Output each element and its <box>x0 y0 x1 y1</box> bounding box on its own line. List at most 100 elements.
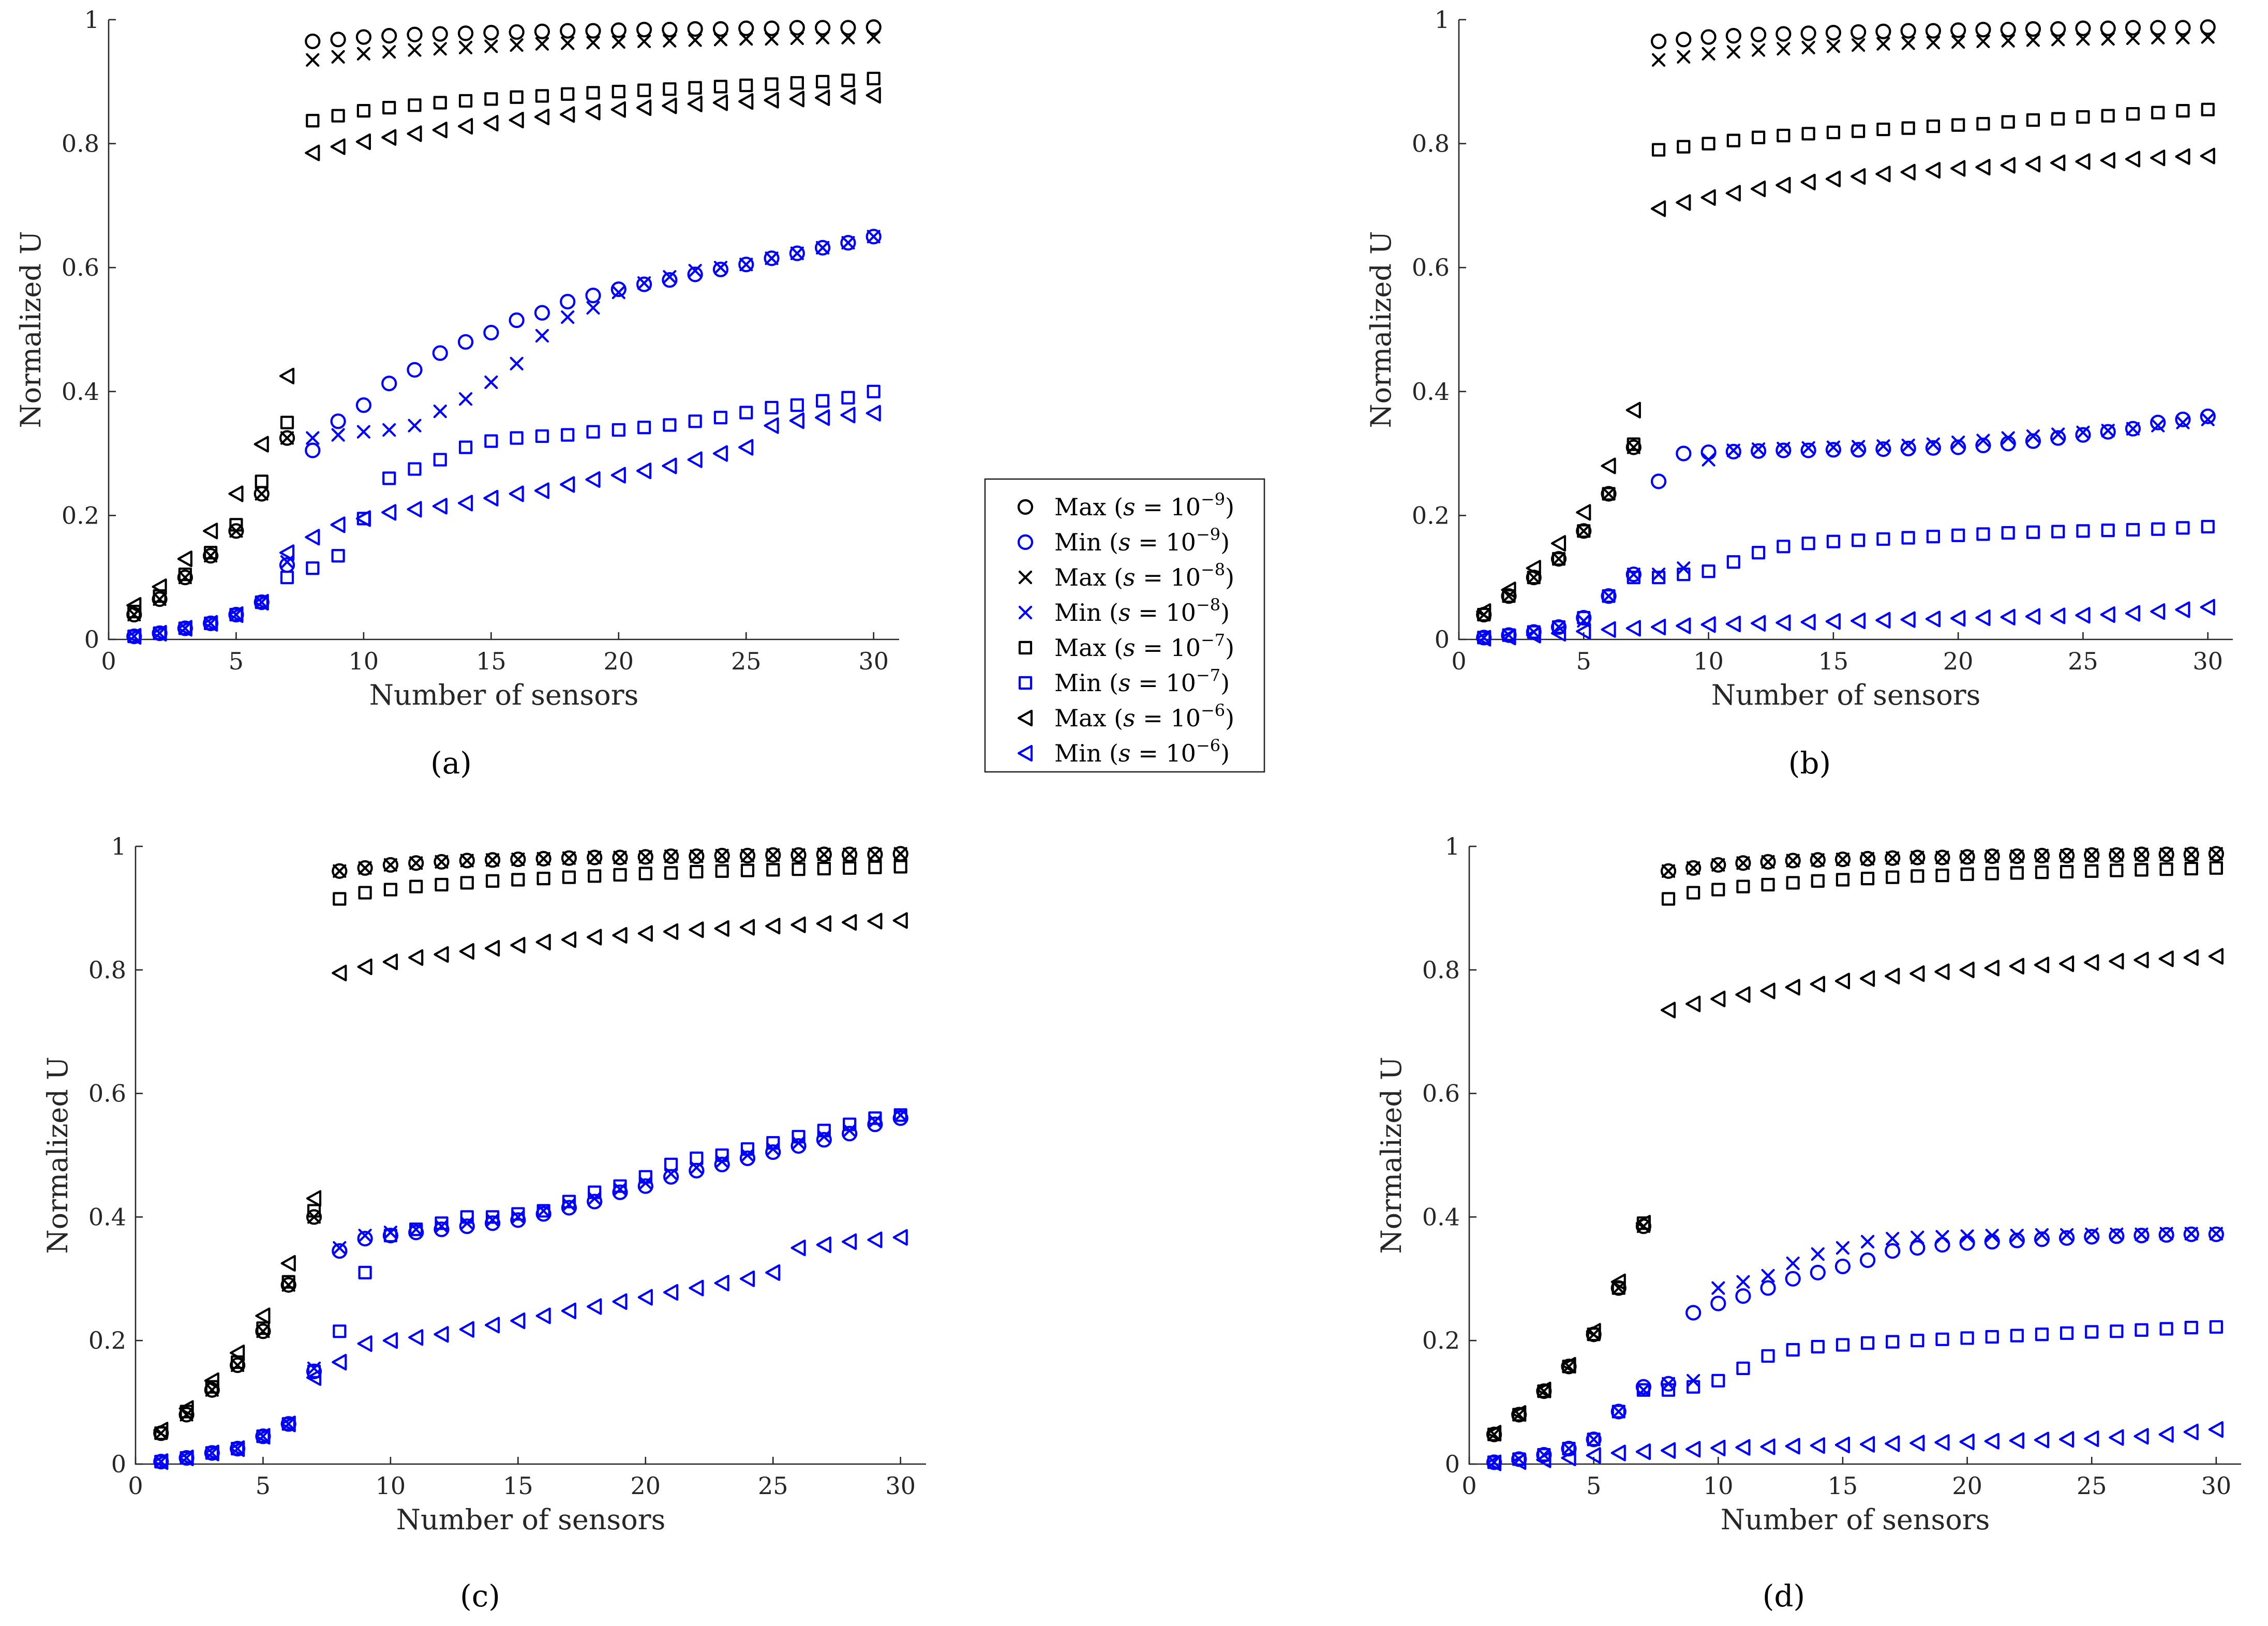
series-min7 <box>1477 519 2215 645</box>
data-point <box>510 38 524 52</box>
data-point <box>1677 568 1691 581</box>
data-point <box>1526 560 1541 577</box>
data-point <box>842 1233 857 1250</box>
data-point <box>1725 28 1741 44</box>
data-point <box>1909 965 1925 982</box>
data-point <box>459 943 474 960</box>
data-point <box>511 1207 525 1221</box>
data-point <box>1735 1439 1751 1456</box>
data-point <box>1886 851 1900 865</box>
data-point <box>790 1138 807 1154</box>
data-point <box>1800 442 1816 458</box>
data-point <box>2133 846 2150 862</box>
data-point <box>815 240 831 256</box>
data-point <box>663 418 677 432</box>
data-point <box>1786 1343 1800 1357</box>
data-point <box>357 860 373 876</box>
data-point <box>664 849 678 863</box>
data-point <box>1859 851 1876 867</box>
data-point <box>1860 1336 1875 1350</box>
data-point <box>1834 1258 1851 1275</box>
data-point <box>511 873 525 887</box>
y-tick-label: 0.8 <box>1412 130 1450 158</box>
data-point <box>2109 1228 2125 1244</box>
data-point <box>2075 427 2091 443</box>
data-point <box>408 43 422 57</box>
data-point <box>204 1372 219 1389</box>
data-point <box>1875 611 1891 629</box>
x-tick-label: 15 <box>1818 647 1849 675</box>
data-point <box>1725 615 1741 633</box>
data-point <box>1810 852 1826 868</box>
data-point <box>1587 1433 1601 1446</box>
data-point <box>739 258 753 272</box>
data-point <box>2034 1431 2050 1449</box>
data-point <box>816 31 830 44</box>
data-point <box>1711 858 1725 872</box>
data-point <box>2085 864 2099 878</box>
series-min7 <box>154 1108 907 1469</box>
panel-a: 0 5 10 15 20 25 30 0 0.2 0.4 0.6 0.8 1 Number of sens… <box>14 6 899 781</box>
data-point <box>2184 1321 2198 1335</box>
data-point <box>1876 37 1890 51</box>
data-point <box>2209 1227 2223 1241</box>
data-point <box>2201 412 2215 426</box>
data-point <box>1651 571 1666 585</box>
data-point <box>383 858 398 872</box>
data-point <box>126 597 142 614</box>
data-point <box>458 440 473 454</box>
data-point <box>355 510 371 527</box>
legend-marker <box>1018 605 1033 620</box>
y-tick-label: 0.2 <box>1422 1326 1460 1354</box>
data-point <box>2125 421 2141 437</box>
data-point <box>434 946 449 963</box>
data-point <box>305 33 321 50</box>
data-point <box>2035 1228 2049 1242</box>
data-point <box>2101 32 2115 46</box>
data-point <box>1726 443 1740 457</box>
data-point <box>712 94 728 111</box>
data-point <box>2209 861 2223 875</box>
data-point <box>587 1194 603 1210</box>
data-point <box>153 592 167 606</box>
data-point <box>2100 606 2115 623</box>
data-point <box>1751 130 1766 144</box>
data-point <box>279 557 295 573</box>
data-point <box>280 415 294 429</box>
data-point <box>816 915 831 932</box>
axis-lines <box>1468 846 2241 1465</box>
data-point <box>789 20 805 36</box>
data-point <box>637 276 651 290</box>
data-point <box>664 1157 678 1172</box>
data-point <box>356 425 371 439</box>
data-point <box>382 953 398 971</box>
data-point <box>2060 864 2074 879</box>
data-point <box>1976 527 1990 541</box>
data-point <box>536 871 550 886</box>
data-point <box>1900 611 1916 628</box>
data-point <box>2201 519 2215 534</box>
data-point <box>611 286 625 300</box>
data-point <box>562 851 576 865</box>
data-point <box>1676 32 1692 48</box>
data-point <box>510 851 526 868</box>
data-point <box>2135 1323 2148 1337</box>
data-point <box>1800 614 1816 631</box>
data-point <box>588 869 602 883</box>
data-point <box>1650 200 1666 217</box>
data-point <box>2084 1430 2099 1448</box>
data-point <box>638 867 652 881</box>
legend-label: Max (s = 10−9) <box>1054 489 1234 521</box>
series-min9 <box>126 229 882 645</box>
legend-item: Min (s = 10−9) <box>1017 525 1230 556</box>
data-point <box>610 281 626 297</box>
data-point <box>740 863 755 877</box>
data-point <box>1886 1232 1900 1246</box>
data-point <box>2200 19 2216 35</box>
y-tick-label: 0 <box>84 625 99 653</box>
data-point <box>1984 1433 2000 1450</box>
data-point <box>815 89 830 107</box>
data-point <box>841 391 855 405</box>
data-point <box>663 82 677 96</box>
data-point <box>1901 121 1915 135</box>
